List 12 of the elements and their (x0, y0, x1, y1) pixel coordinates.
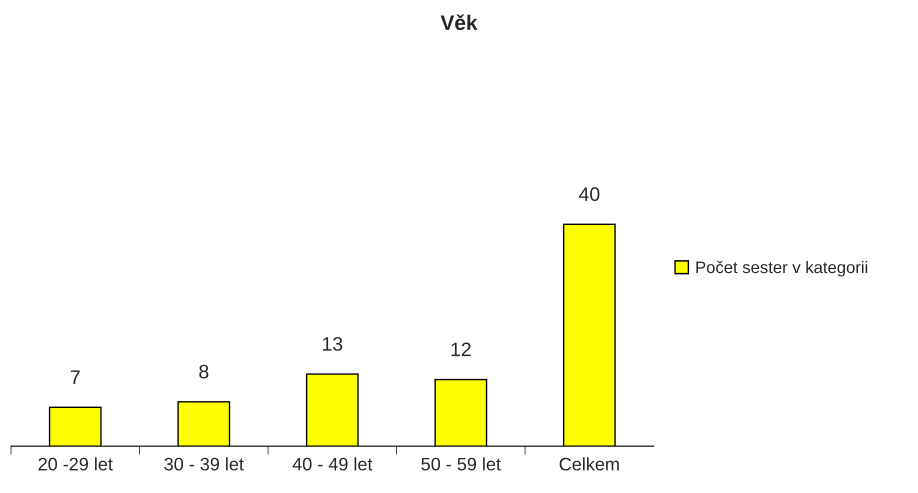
chart-title: Věk (440, 14, 478, 30)
data-label: 40 (578, 187, 600, 202)
data-label: 7 (70, 370, 80, 384)
x-tick-label: 40 - 49 let (292, 457, 372, 471)
legend-label: Počet sester v kategorii (696, 260, 868, 276)
data-label: 8 (199, 364, 208, 379)
x-tick-label: 30 - 39 let (164, 457, 244, 471)
x-tick-label: Celkem (560, 457, 619, 471)
x-tick-label: 50 - 59 let (421, 457, 501, 471)
data-label: 12 (452, 342, 471, 356)
data-label: 13 (322, 337, 342, 351)
x-tick-label: 20 -29 let (38, 457, 113, 471)
